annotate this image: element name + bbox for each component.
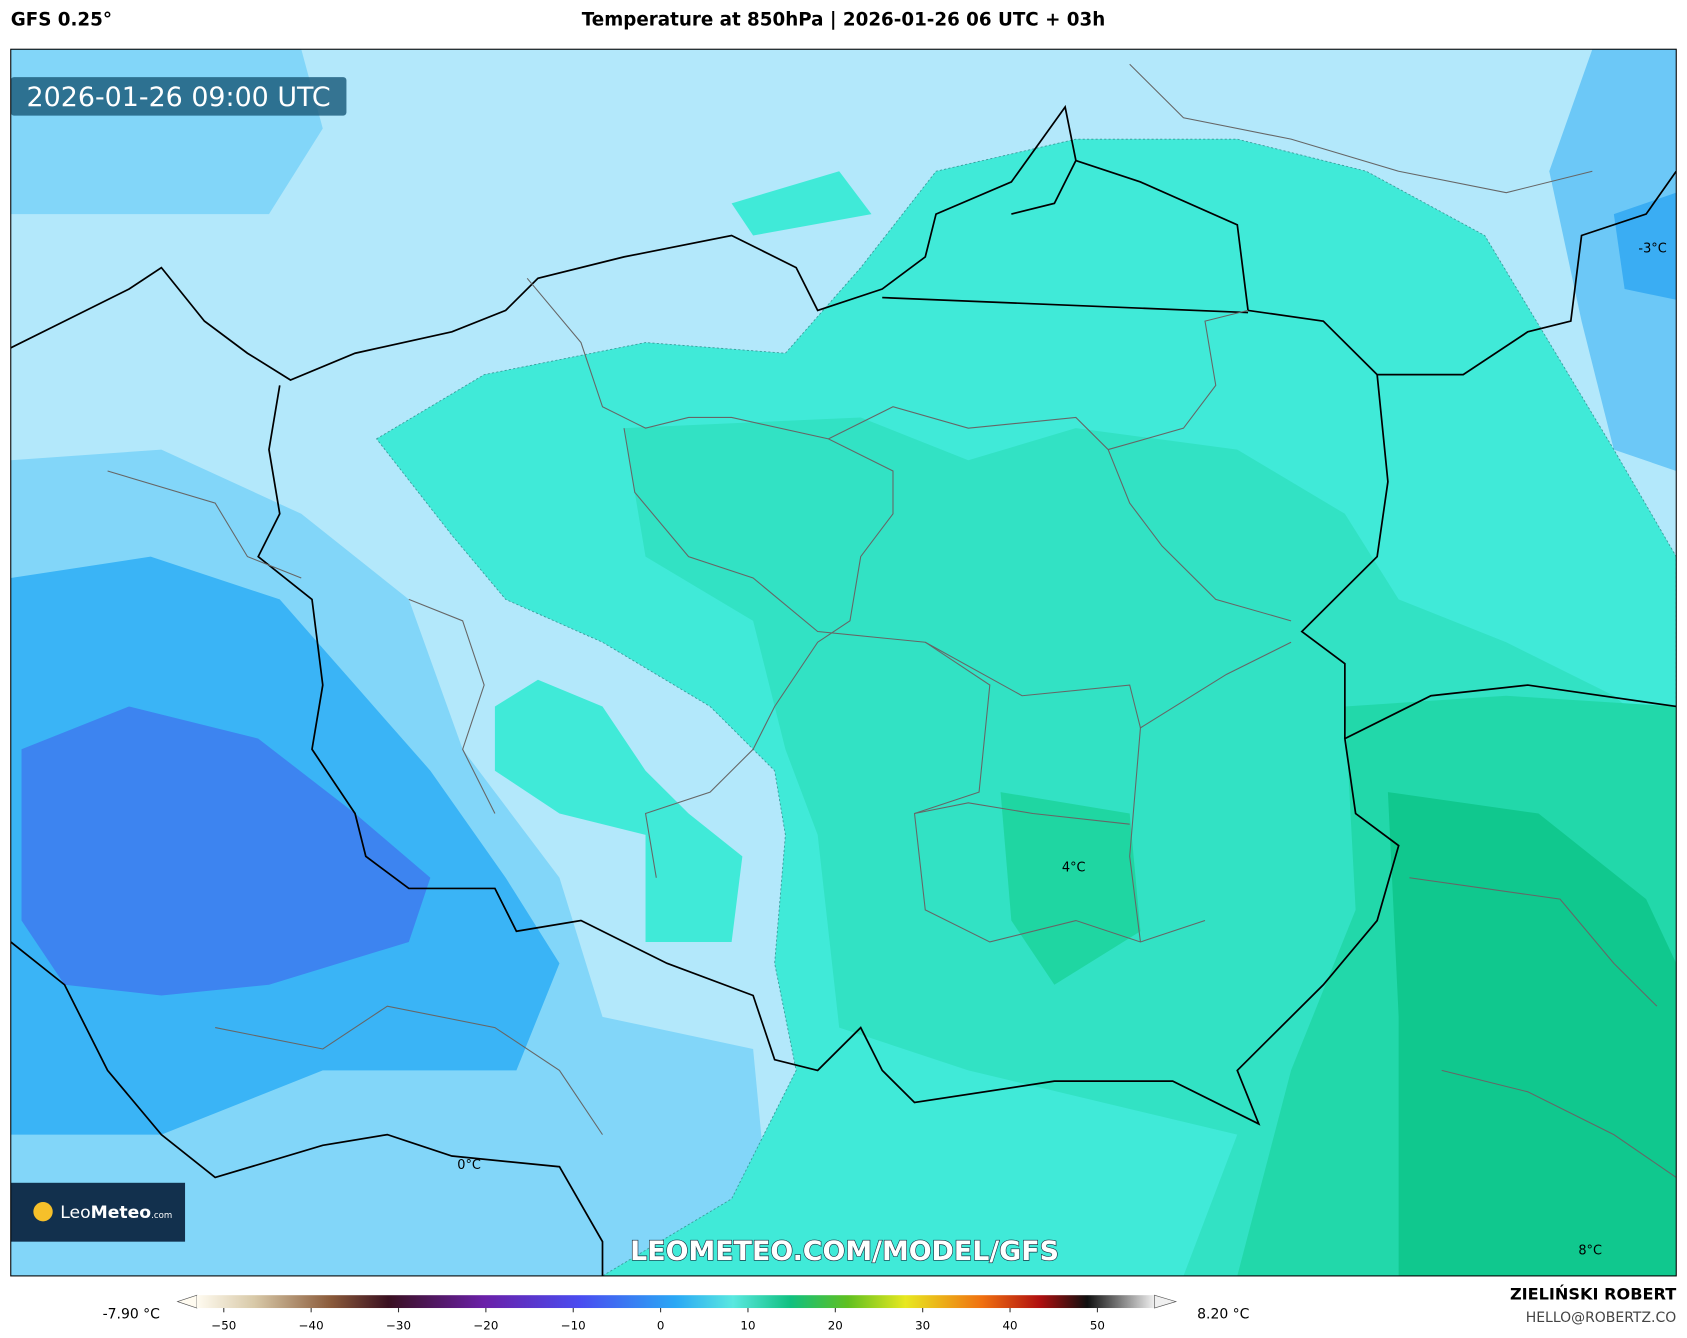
colorbar-ticks: −50 −40 −30 −20 −10 0 10 20 30 40 50 (211, 1308, 1105, 1332)
logo-sun (33, 1202, 53, 1222)
temp-area (10, 49, 323, 215)
model-name: GFS 0.25° (11, 10, 112, 31)
colorbar-max: 8.20 °C (1197, 1307, 1249, 1323)
map: -3°C 4°C 0°C 8°C 2026-01-26 09:00 UTC Le… (10, 49, 1677, 1276)
temp-area (1000, 792, 1141, 985)
credit-email: HELLO@ROBERTZ.CO (1526, 1310, 1677, 1326)
colorbar-tick-label: −20 (473, 1318, 498, 1332)
temp-area (731, 171, 872, 236)
colorbar-min: -7.90 °C (103, 1307, 160, 1323)
logo-text: LeoMeteo.com (60, 1203, 172, 1223)
colorbar (196, 1295, 1155, 1309)
colorbar-tick-label: −30 (386, 1318, 411, 1332)
temp-area (21, 706, 431, 996)
credit-name: ZIELIŃSKI ROBERT (1510, 1285, 1676, 1304)
temp-area (1387, 792, 1677, 1276)
colorbar-arrow (1154, 1294, 1178, 1309)
temp-area (494, 679, 743, 942)
colorbar-tick-label: −50 (211, 1318, 236, 1332)
map-title: Temperature at 850hPa | 2026-01-26 06 UT… (582, 10, 1105, 31)
logo-suffix: .com (151, 1211, 172, 1221)
contour-label: 8°C (1578, 1244, 1602, 1259)
colorbar-tick-label: 40 (1003, 1318, 1018, 1332)
region-borders (107, 63, 1677, 1178)
colorbar-tick-label: −40 (299, 1318, 324, 1332)
timestamp-box (10, 77, 347, 116)
logo-meteo: Meteo (91, 1203, 152, 1223)
contour-label: 0°C (457, 1158, 481, 1173)
watermark: LEOMETEO.COM/MODEL/GFS (630, 1236, 1059, 1267)
contour-label: 4°C (1062, 860, 1086, 875)
colorbar-arrow (176, 1294, 198, 1309)
colorbar-tick-label: 10 (740, 1318, 755, 1332)
colorbar-tick-label: 20 (828, 1318, 843, 1332)
coastline (10, 104, 1677, 1276)
colorbar-tick-label: 30 (915, 1318, 930, 1332)
colorbar-tick-label: −10 (561, 1318, 586, 1332)
colorbar-tick-label: 50 (1090, 1318, 1105, 1332)
logo-leo: Leo (60, 1203, 90, 1223)
colorbar-tick-label: 0 (657, 1318, 665, 1332)
timestamp: 2026-01-26 09:00 UTC (27, 82, 331, 113)
temp-area (1549, 49, 1677, 471)
map-frame (10, 48, 1677, 1277)
contour-label: -3°C (1638, 242, 1666, 257)
